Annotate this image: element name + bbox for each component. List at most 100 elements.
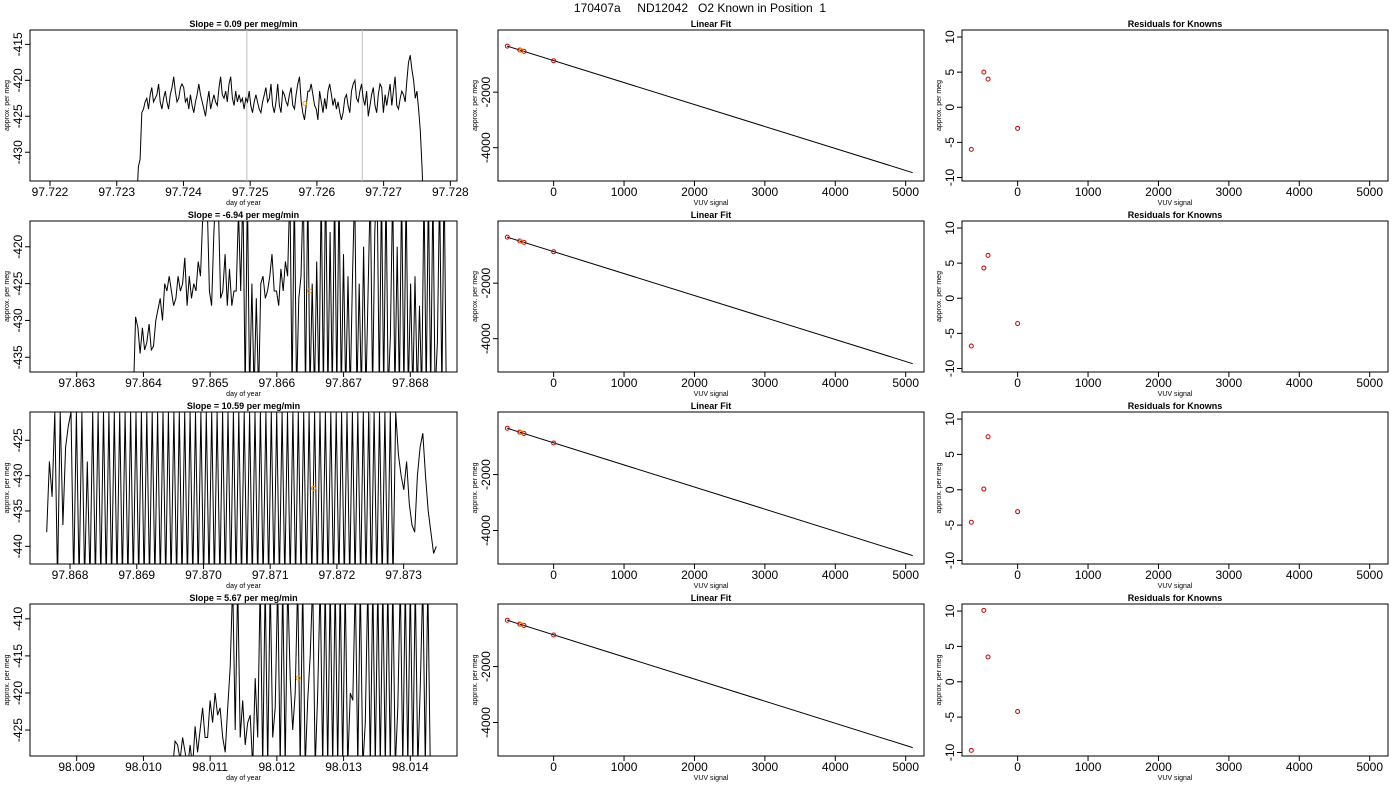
x-tick-label: 97.726: [299, 185, 336, 199]
x-tick-label: 97.863: [58, 376, 95, 390]
known-point: [1015, 321, 1021, 327]
x-tick-label: 4000: [822, 568, 849, 582]
page-title: 170407a ND12042 O2 Known in Position 1: [573, 1, 827, 15]
x-tick-label: 4000: [1286, 185, 1313, 199]
x-tick-label: 5000: [892, 185, 919, 199]
highlight-point: [518, 238, 524, 244]
x-axis-label: VUV signal: [694, 200, 729, 207]
chart-title: Linear Fit: [691, 210, 732, 220]
x-tick-label: 97.865: [192, 376, 229, 390]
y-tick-label: 0: [943, 678, 957, 685]
x-tick-label: 97.864: [125, 376, 162, 390]
y-tick-label: 5: [943, 643, 957, 650]
plot-area: [504, 234, 913, 365]
y-tick-label: -415: [11, 32, 25, 56]
x-tick-label: 2000: [681, 568, 708, 582]
x-tick-label: 97.725: [232, 185, 269, 199]
y-tick-label: -420: [11, 681, 25, 705]
plot-frame: [961, 220, 1389, 373]
series-line: [173, 604, 431, 756]
chart-panel-linear-fit-row-2: Linear Fit 0 1000 2000 3000 4000 5000 -2000 -400…: [472, 210, 925, 398]
x-axis-label: day of year: [226, 583, 261, 590]
x-axis-label: VUV signal: [1158, 391, 1193, 398]
fit-line: [507, 236, 913, 365]
x-tick-label: 97.728: [432, 185, 469, 199]
y-tick-label: 0: [943, 295, 957, 302]
x-axis-label: day of year: [226, 200, 261, 207]
x-tick-label: 0: [550, 760, 557, 774]
x-tick-label: 1000: [611, 568, 638, 582]
y-tick-label: -10: [943, 359, 957, 377]
y-axis-label: approx. per meg: [472, 462, 479, 513]
x-tick-label: 1000: [1075, 185, 1102, 199]
x-tick-label: 0: [550, 568, 557, 582]
x-tick-label: 1000: [611, 760, 638, 774]
x-tick-label: 97.868: [52, 568, 89, 582]
chart-panel-residuals-row-2: Residuals for Knowns 0 1000 2000 3000 4000 500…: [936, 210, 1389, 398]
x-tick-label: 98.011: [192, 760, 228, 774]
x-tick-label: 3000: [752, 376, 779, 390]
known-point: [985, 654, 991, 660]
known-point: [981, 486, 987, 492]
y-tick-label: -2000: [479, 77, 493, 108]
x-tick-label: 2000: [1145, 185, 1172, 199]
y-tick-label: -2000: [479, 651, 493, 682]
x-tick-label: 4000: [1286, 760, 1313, 774]
y-tick-label: 10: [943, 221, 957, 235]
x-tick-label: 2000: [1145, 760, 1172, 774]
y-axis-label: approx. per meg: [472, 654, 479, 705]
plot-frame: [29, 603, 458, 757]
highlight-point: [302, 100, 308, 106]
x-tick-label: 4000: [1286, 376, 1313, 390]
y-axis-label: approx. per meg: [472, 80, 479, 131]
x-tick-label: 98.014: [392, 760, 429, 774]
plot-frame: [961, 411, 1389, 565]
x-tick-label: 98.009: [58, 760, 95, 774]
fit-line: [507, 619, 913, 749]
known-point: [1015, 125, 1021, 131]
known-point: [504, 43, 510, 49]
y-tick-label: -10: [943, 168, 957, 186]
y-tick-label: 10: [943, 30, 957, 44]
plot-area: [968, 252, 1021, 349]
plot-frame: [29, 411, 458, 565]
highlight-point: [311, 485, 317, 491]
plot-frame: [497, 29, 925, 182]
chart-title: Slope = -6.94 per meg/min: [188, 210, 299, 220]
chart-panel-residuals-row-3: Residuals for Knowns 0 1000 2000 3000 4000 500…: [936, 401, 1389, 590]
x-tick-label: 5000: [1356, 185, 1383, 199]
known-point: [551, 58, 557, 64]
x-tick-label: 97.869: [118, 568, 155, 582]
y-tick-label: -5: [943, 519, 957, 530]
x-tick-label: 5000: [892, 760, 919, 774]
x-tick-label: 2000: [681, 376, 708, 390]
y-axis-label: approx. per meg: [936, 271, 943, 322]
chart-panel-linear-fit-row-3: Linear Fit 0 1000 2000 3000 4000 5000 -2000 -400…: [472, 401, 925, 590]
plot-area: [504, 617, 913, 749]
x-axis-label: VUV signal: [1158, 775, 1193, 782]
chart-panel-residuals-row-4: Residuals for Knowns 0 1000 2000 3000 4000 500…: [936, 593, 1389, 782]
x-tick-label: 4000: [1286, 568, 1313, 582]
y-tick-label: -10: [943, 551, 957, 569]
x-axis-label: VUV signal: [1158, 583, 1193, 590]
plot-area: [504, 43, 913, 174]
y-tick-label: -425: [11, 428, 25, 452]
x-axis-label: VUV signal: [1158, 200, 1193, 207]
x-tick-label: 97.866: [259, 376, 296, 390]
y-tick-label: -2000: [479, 459, 493, 490]
plot-frame: [961, 603, 1389, 757]
fit-line: [507, 427, 913, 557]
y-tick-label: -410: [11, 607, 25, 631]
x-axis-label: VUV signal: [694, 583, 729, 590]
known-point: [981, 265, 987, 271]
highlight-point: [518, 47, 524, 53]
x-tick-label: 97.873: [385, 568, 422, 582]
chart-title: Residuals for Knowns: [1128, 210, 1223, 220]
y-tick-label: -430: [11, 308, 25, 332]
y-tick-label: 5: [943, 259, 957, 266]
y-axis-label: approx. per meg: [4, 80, 11, 131]
y-tick-label: -4000: [479, 132, 493, 163]
x-tick-label: 1000: [1075, 760, 1102, 774]
x-tick-label: 2000: [681, 185, 708, 199]
